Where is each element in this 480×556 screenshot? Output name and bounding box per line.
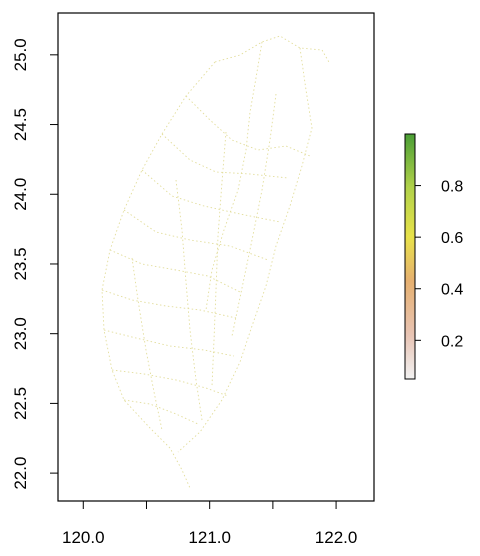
colorbar-tick-label: 0.6 — [441, 230, 463, 247]
x-tick-label: 122.0 — [315, 528, 358, 547]
y-axis: 22.0 22.5 23.0 23.5 24.0 24.5 25.0 — [11, 38, 58, 490]
x-axis: 120.0 121.0 122.0 — [62, 501, 357, 547]
y-tick-label: 23.0 — [11, 317, 30, 350]
x-tick-label: 121.0 — [188, 528, 231, 547]
colorbar-tick-label: 0.4 — [441, 282, 463, 299]
colorbar-tick-label: 0.8 — [441, 179, 463, 196]
road-network-layer — [101, 35, 331, 489]
x-tick-label: 120.0 — [62, 528, 105, 547]
y-tick-label: 24.0 — [11, 178, 30, 211]
plot-frame — [57, 12, 375, 502]
y-tick-label: 22.5 — [11, 387, 30, 420]
y-tick-label: 25.0 — [11, 38, 30, 71]
colorbar-tick-label: 0.2 — [441, 333, 463, 350]
colorbar-ticks: 0.2 0.4 0.6 0.8 — [415, 179, 463, 350]
y-tick-label: 22.0 — [11, 457, 30, 490]
y-tick-label: 24.5 — [11, 108, 30, 141]
colorbar — [404, 133, 416, 380]
y-tick-label: 23.5 — [11, 247, 30, 280]
